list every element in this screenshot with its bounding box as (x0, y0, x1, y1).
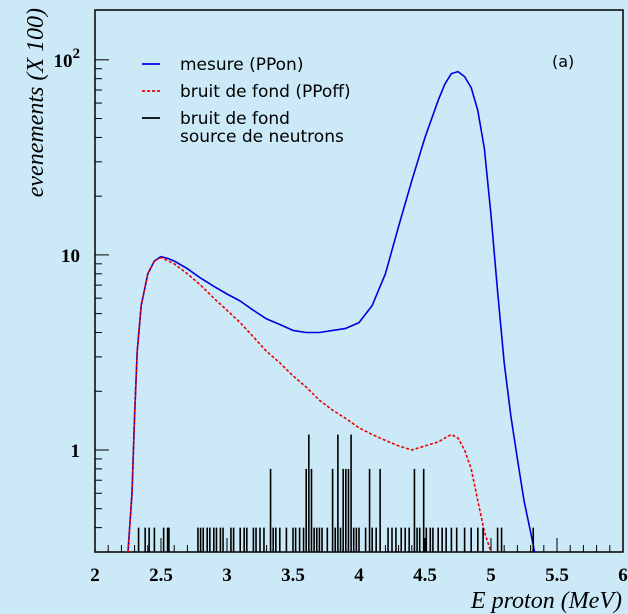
legend-label: bruit de fond (PPoff) (180, 82, 351, 102)
x-tick-label: 4.5 (413, 565, 437, 586)
series-layer (127, 70, 536, 553)
plot-frame (94, 9, 624, 553)
panel-label: (a) (552, 52, 574, 71)
x-tick-label: 3 (222, 565, 232, 586)
y-tick-label: 10 (61, 246, 80, 267)
x-axis-title: E proton (MeV) (470, 588, 622, 614)
legend: mesure (PPon) bruit de fond (PPoff) bruit … (142, 55, 351, 147)
legend-label: source de neutrons (180, 127, 344, 147)
x-tick-label: 5 (486, 565, 496, 586)
x-tick-label: 5.5 (545, 565, 569, 586)
x-axis-ticks: 2 2.5 3 3.5 4 4.5 5 5.5 6 (90, 538, 628, 586)
legend-label: bruit de fond (180, 109, 290, 129)
y-axis-title: evenements (X 100) (23, 8, 49, 197)
x-tick-label: 4 (354, 565, 364, 586)
y-tick-label: 102 (54, 46, 81, 72)
y-axis-ticks: 1 10 102 (54, 46, 109, 553)
x-tick-label: 2.5 (149, 565, 173, 586)
legend-label: mesure (PPon) (180, 55, 303, 75)
y-tick-label: 1 (71, 441, 81, 462)
x-tick-label: 2 (90, 565, 100, 586)
mesure-line (127, 70, 536, 553)
x-tick-label: 6 (618, 565, 628, 586)
y-tick-exponent: 2 (73, 46, 81, 62)
x-tick-label: 3.5 (281, 565, 305, 586)
bruit-de-fond-line (127, 256, 492, 553)
